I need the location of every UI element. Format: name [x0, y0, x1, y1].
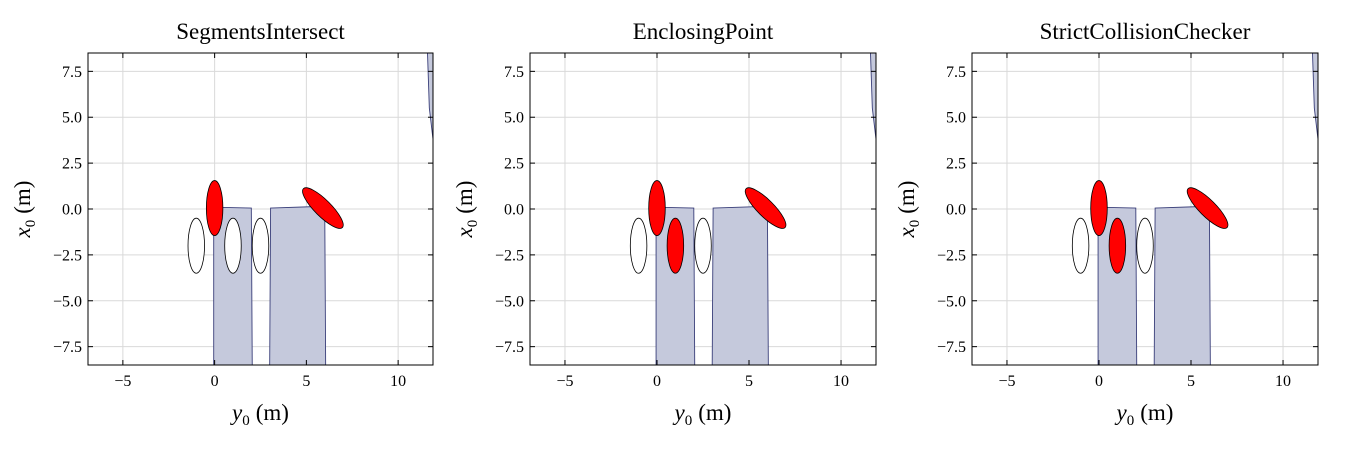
y-tick-label: 5.0 — [62, 110, 82, 127]
y-tick-label: 7.5 — [504, 64, 524, 81]
vehicle-free-ellipse — [224, 217, 242, 274]
vehicle-collision-ellipse — [744, 187, 787, 229]
y-axis-label: x0(m) — [10, 181, 39, 239]
x-tick-label: 10 — [833, 373, 849, 390]
y-tick-label: 0.0 — [62, 202, 82, 219]
vehicle-collision-ellipse — [1186, 187, 1229, 229]
y-axis-label: x0(m) — [452, 181, 481, 239]
x-tick-label: 5 — [1187, 373, 1195, 390]
y-tick-label: 7.5 — [62, 64, 82, 81]
chart-panel-3: −5 0 5 10 −7.5 −5.0 −2.5 0.0 2.5 5.0 7.5 StrictColl… — [894, 19, 1319, 429]
vehicles — [629, 180, 787, 274]
ticks: −5 0 5 10 −7.5 −5.0 −2.5 0.0 2.5 5.0 7.5 — [495, 53, 876, 390]
x-tick-label: −5 — [998, 373, 1015, 390]
vehicle-free-ellipse — [694, 217, 712, 274]
y-tick-label: −2.5 — [937, 247, 966, 264]
obstacle-polygon-2 — [711, 205, 769, 365]
vehicle-collision-ellipse — [1108, 217, 1127, 274]
y-tick-label: 5.0 — [946, 110, 966, 127]
y-tick-label: 5.0 — [504, 110, 524, 127]
x-tick-label: −5 — [114, 373, 131, 390]
y-tick-label: 2.5 — [504, 156, 524, 173]
y-tick-label: 0.0 — [946, 202, 966, 219]
x-tick-label: 10 — [390, 373, 406, 390]
obstacle-polygon-1 — [655, 206, 696, 365]
y-tick-label: −7.5 — [53, 339, 82, 356]
y-tick-label: −5.0 — [937, 293, 966, 310]
y-tick-label: −2.5 — [495, 247, 524, 264]
obstacle-polygon-1 — [213, 206, 253, 365]
chart-panel-1: −5 0 5 10 −7.5 −5.0 −2.5 0.0 2.5 5.0 7.5 SegmentsIn… — [10, 19, 434, 429]
vehicle-collision-ellipse — [648, 180, 666, 237]
x-tick-label: 0 — [653, 373, 661, 390]
vehicle-free-ellipse — [1136, 217, 1154, 274]
vehicle-free-ellipse — [187, 217, 205, 274]
vehicle-collision-ellipse — [302, 187, 344, 229]
x-axis-label: y0 (m) — [230, 400, 289, 429]
x-tick-label: 0 — [211, 373, 219, 390]
x-axis-label: y0 (m) — [1115, 400, 1174, 429]
ticks: −5 0 5 10 −7.5 −5.0 −2.5 0.0 2.5 5.0 7.5 — [53, 53, 433, 390]
vehicles — [1071, 180, 1229, 274]
y-tick-label: −5.0 — [495, 293, 524, 310]
vehicle-collision-ellipse — [205, 180, 224, 237]
vehicle-collision-ellipse — [666, 217, 685, 274]
chart-title: StrictCollisionChecker — [1040, 19, 1251, 44]
x-tick-label: −5 — [556, 373, 573, 390]
x-tick-label: 0 — [1095, 373, 1103, 390]
ticks: −5 0 5 10 −7.5 −5.0 −2.5 0.0 2.5 5.0 7.5 — [937, 53, 1318, 390]
y-tick-label: 0.0 — [504, 202, 524, 219]
obstacles — [213, 53, 433, 365]
obstacles — [1097, 53, 1318, 365]
panels: −5 0 5 10 −7.5 −5.0 −2.5 0.0 2.5 5.0 7.5 SegmentsIn… — [10, 19, 1319, 429]
chart-panel-2: −5 0 5 10 −7.5 −5.0 −2.5 0.0 2.5 5.0 7.5 EnclosingP… — [452, 19, 877, 429]
vehicle-free-ellipse — [629, 217, 648, 274]
y-tick-label: −7.5 — [937, 339, 966, 356]
y-tick-label: 2.5 — [946, 156, 966, 173]
y-tick-label: −2.5 — [53, 247, 82, 264]
vehicle-free-ellipse — [1071, 217, 1090, 274]
y-axis-label: x0(m) — [894, 181, 923, 239]
obstacles — [655, 53, 876, 365]
chart-title: SegmentsIntersect — [176, 19, 345, 44]
vehicle-free-ellipse — [251, 217, 270, 274]
vehicles — [187, 180, 344, 274]
obstacle-polygon-2 — [1153, 205, 1211, 365]
obstacle-polygon-1 — [1097, 206, 1138, 365]
chart-title: EnclosingPoint — [633, 19, 774, 44]
obstacle-polygon-2 — [269, 205, 327, 365]
y-tick-label: −5.0 — [53, 293, 82, 310]
x-tick-label: 5 — [302, 373, 310, 390]
y-tick-label: 7.5 — [946, 64, 966, 81]
x-axis-label: y0 (m) — [673, 400, 732, 429]
x-tick-label: 5 — [745, 373, 753, 390]
x-tick-label: 10 — [1275, 373, 1291, 390]
y-tick-label: 2.5 — [62, 156, 82, 173]
vehicle-collision-ellipse — [1090, 180, 1108, 237]
y-tick-label: −7.5 — [495, 339, 524, 356]
